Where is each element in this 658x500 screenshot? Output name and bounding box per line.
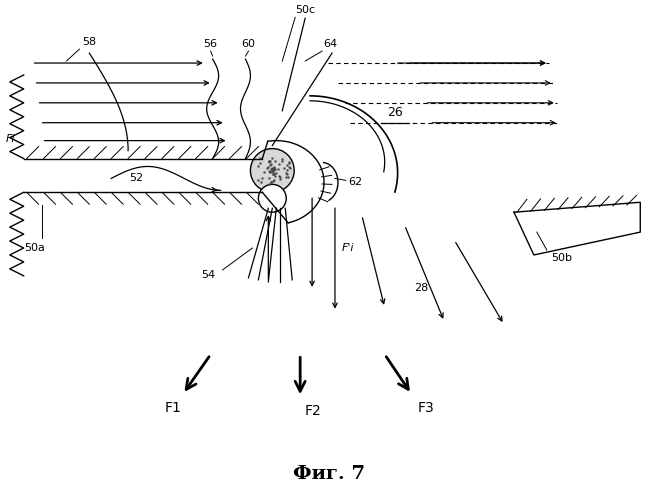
Text: 56: 56 — [204, 39, 218, 49]
Text: 60: 60 — [241, 39, 255, 49]
Text: F'i: F'i — [342, 243, 355, 253]
Text: F1: F1 — [164, 401, 182, 415]
Text: F3: F3 — [418, 401, 434, 415]
Text: 26: 26 — [387, 106, 403, 120]
Text: 52: 52 — [129, 174, 143, 184]
Text: 62: 62 — [348, 178, 362, 188]
Text: 58: 58 — [82, 37, 97, 47]
Text: Фиг. 7: Фиг. 7 — [293, 465, 365, 483]
Text: 50a: 50a — [24, 243, 45, 253]
Text: 54: 54 — [201, 270, 216, 280]
Text: F2: F2 — [304, 404, 321, 418]
Circle shape — [259, 184, 286, 212]
Text: 64: 64 — [323, 39, 337, 49]
Text: 50c: 50c — [295, 6, 315, 16]
Text: 28: 28 — [415, 283, 429, 293]
Circle shape — [251, 148, 294, 192]
Text: 50b: 50b — [551, 253, 572, 263]
Text: Fi: Fi — [6, 134, 15, 143]
